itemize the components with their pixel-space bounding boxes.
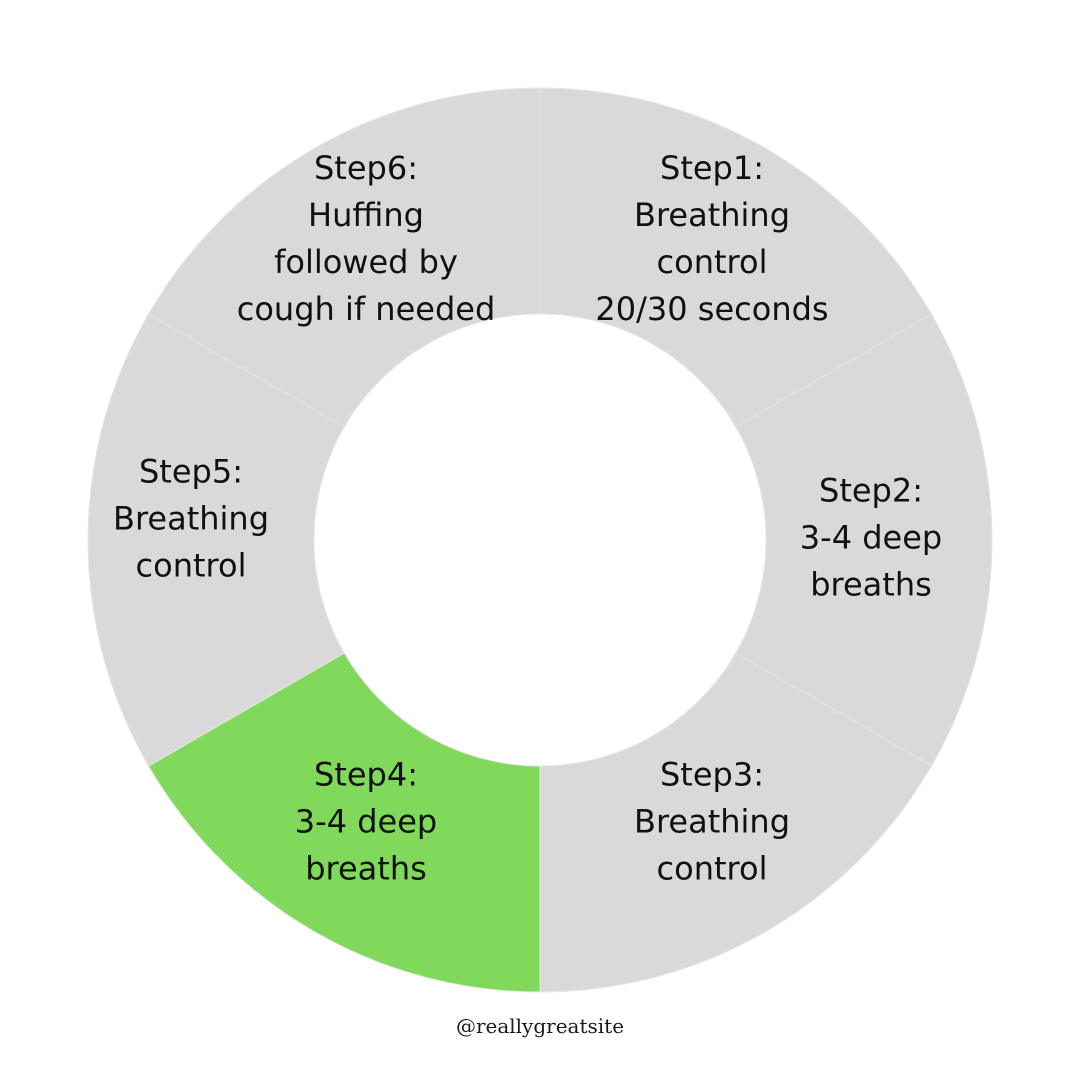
step-5-heading: Step5: xyxy=(138,452,243,491)
step-1-line-3: 20/30 seconds xyxy=(595,290,829,328)
step-1-line-1: Breathing xyxy=(633,196,790,234)
step-2-segment xyxy=(735,313,993,767)
footer-handle[interactable]: @reallygreatsite xyxy=(455,1014,625,1038)
step-1-label: Step1: Breathing control 20/30 seconds xyxy=(595,145,828,333)
step-6-line-1: Huffing xyxy=(308,196,424,234)
step-3-segment xyxy=(539,652,933,993)
step-4-heading: Step4: xyxy=(314,755,418,794)
step-4-line-1: 3-4 deep xyxy=(294,802,438,841)
step-1-line-2: control xyxy=(656,243,768,281)
step-3-line-2: control xyxy=(656,849,768,888)
step-2-line-2: breaths xyxy=(810,565,932,604)
step-2-heading: Step2: xyxy=(819,471,923,510)
step-5-segment xyxy=(87,313,345,767)
step-2-line-1: 3-4 deep xyxy=(799,518,943,557)
step-3-heading: Step3: xyxy=(659,755,764,794)
step-5-line-2: control xyxy=(135,546,247,585)
step-4-segment xyxy=(147,652,541,993)
step-6-segment xyxy=(147,87,541,428)
step-4-label: Step4: 3-4 deep breaths xyxy=(295,752,437,893)
step-6-label: Step6: Huffing followed by cough if need… xyxy=(237,145,496,333)
step-5-label: Step5: Breathing control xyxy=(113,449,269,590)
step-6-line-2: followed by xyxy=(274,243,458,281)
step-3-line-1: Breathing xyxy=(633,802,791,841)
step-5-line-1: Breathing xyxy=(112,499,270,538)
step-6-line-3: cough if needed xyxy=(236,290,496,328)
step-4-line-2: breaths xyxy=(305,849,427,888)
step-3-label: Step3: Breathing control xyxy=(634,752,790,893)
step-1-heading: Step1: xyxy=(660,149,764,187)
step-6-heading: Step6: xyxy=(313,149,418,187)
step-2-label: Step2: 3-4 deep breaths xyxy=(800,468,942,609)
step-1-segment xyxy=(539,87,933,428)
